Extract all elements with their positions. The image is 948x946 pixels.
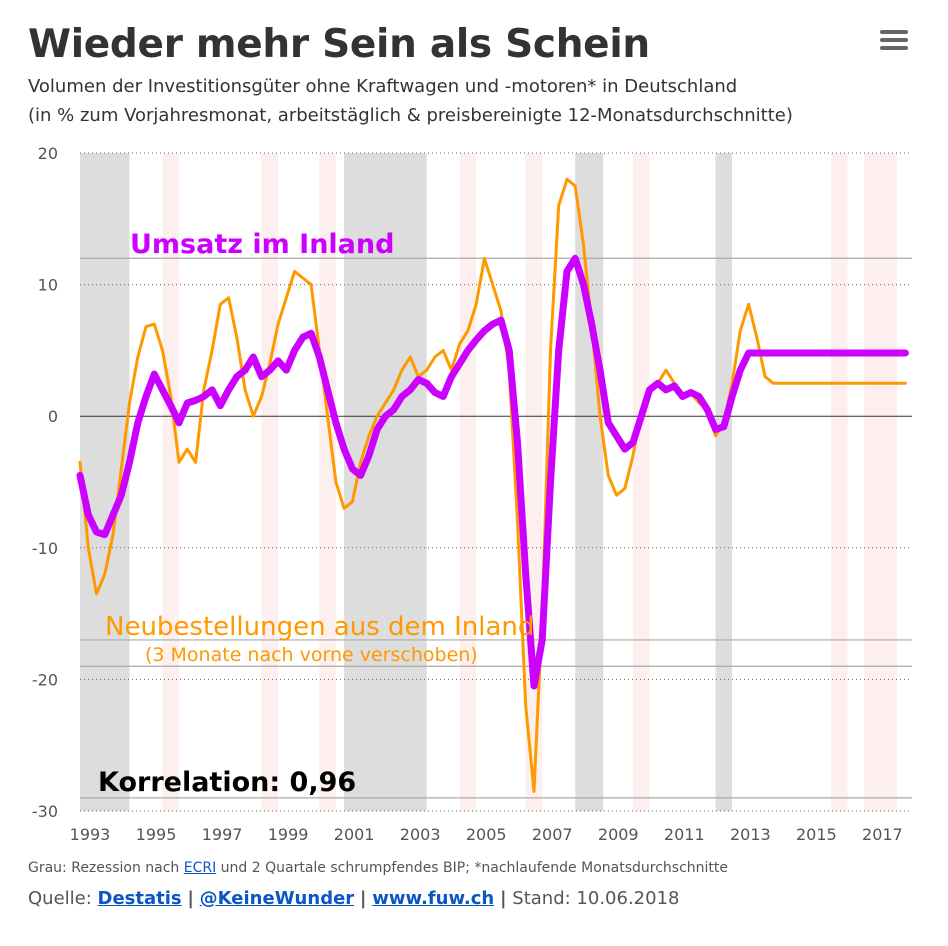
y-tick-label: 20 [38, 144, 58, 163]
source-separator: | [499, 888, 507, 909]
ecri-link[interactable]: ECRI [183, 860, 217, 876]
x-tick-label: 2013 [730, 825, 771, 844]
annotation-bestellungen: Neubestellungen aus dem Inland [105, 612, 534, 642]
annotation-korrelation: Korrelation: 0,96 [98, 767, 356, 798]
series-bestellungen-line [78, 177, 907, 793]
light-band [261, 153, 279, 811]
x-tick-label: 1993 [70, 825, 111, 844]
y-tick-label: 0 [48, 407, 58, 426]
light-band [633, 153, 650, 811]
light-band [864, 153, 898, 811]
x-tick-label: 2009 [598, 825, 639, 844]
y-tick-label: -10 [32, 539, 58, 558]
fuw-link[interactable]: www.fuw.ch [372, 888, 495, 909]
x-tick-label: 1999 [268, 825, 309, 844]
footnote-prefix: Grau: Rezession nach [28, 860, 184, 876]
light-band [831, 153, 848, 811]
chart-subtitle-line2: (in % zum Vorjahresmonat, arbeitstäglich… [28, 105, 793, 126]
chart-title: Wieder mehr Sein als Schein [28, 22, 650, 67]
source-stand: Stand: 10.06.2018 [512, 888, 680, 909]
chart-footnote: Grau: Rezession nach ECRI und 2 Quartale… [28, 860, 728, 876]
footnote-suffix: und 2 Quartale schrumpfendes BIP; *nachl… [216, 860, 728, 876]
recession-band [575, 153, 604, 811]
x-tick-label: 2001 [334, 825, 375, 844]
series-umsatz-line [76, 254, 909, 690]
y-tick-label: -20 [32, 670, 58, 689]
x-tick-label: 2017 [862, 825, 903, 844]
y-tick-label: 10 [38, 276, 58, 295]
x-tick-label: 2015 [796, 825, 837, 844]
keinewunder-link[interactable]: @KeineWunder [199, 888, 355, 909]
light-band [319, 153, 336, 811]
source-label: Quelle: [28, 888, 98, 909]
x-tick-label: 2007 [532, 825, 573, 844]
x-tick-label: 1997 [202, 825, 243, 844]
light-band [459, 153, 477, 811]
source-separator: | [359, 888, 367, 909]
x-tick-label: 2003 [400, 825, 441, 844]
x-tick-label: 2011 [664, 825, 705, 844]
chart-subtitle-line1: Volumen der Investitionsgüter ohne Kraft… [28, 76, 738, 97]
light-band [162, 153, 180, 811]
recession-band [715, 153, 733, 811]
annotation-bestellungen-sub: (3 Monate nach vorne verschoben) [145, 644, 478, 666]
hamburger-menu-icon[interactable] [880, 30, 908, 54]
light-band [525, 153, 543, 811]
annotation-umsatz: Umsatz im Inland [130, 229, 394, 260]
destatis-link[interactable]: Destatis [97, 888, 182, 909]
chart-source: Quelle: Destatis | @KeineWunder | www.fu… [28, 888, 680, 909]
y-tick-label: -30 [32, 802, 58, 821]
source-separator: | [187, 888, 194, 909]
x-tick-label: 1995 [136, 825, 177, 844]
chart-canvas: 20 10 0 -10 -20 -30 1993 1995 1997 1999 2001 2003 20… [32, 144, 912, 844]
x-tick-label: 2005 [466, 825, 507, 844]
